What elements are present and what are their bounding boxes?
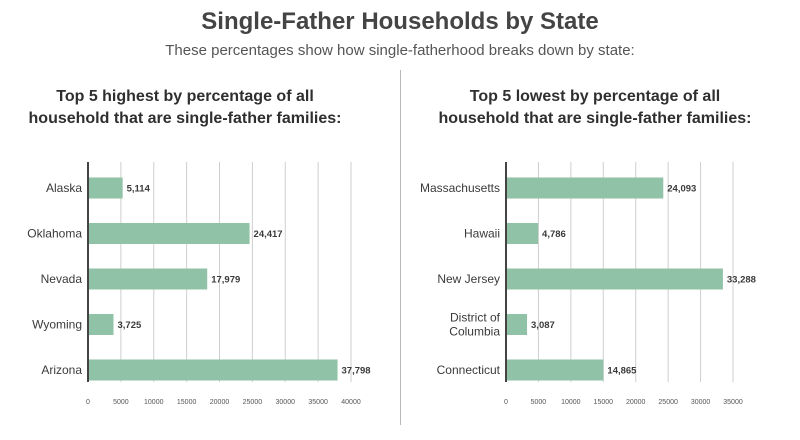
bar — [507, 359, 604, 381]
x-tick-label: 0 — [86, 399, 90, 406]
x-tick-label: 10000 — [144, 399, 164, 406]
x-tick-label: 30000 — [691, 399, 711, 406]
right-heading-line-2: household that are single-father familie… — [438, 110, 752, 127]
data-label: 33,288 — [727, 275, 756, 286]
x-tick-label: 10000 — [561, 399, 581, 406]
category-label: Wyoming — [32, 318, 82, 332]
data-label: 24,093 — [667, 184, 696, 195]
right-panel-heading: Top 5 lowest by percentage of all househ… — [415, 86, 775, 130]
category-label: Hawaii — [464, 227, 500, 241]
panel-divider — [400, 70, 401, 425]
bar — [507, 314, 528, 335]
bar — [89, 177, 123, 199]
category-label: District of Columbia — [449, 311, 500, 339]
x-tick-label: 35000 — [308, 399, 328, 406]
data-label: 5,114 — [127, 184, 151, 195]
data-label: 37,798 — [342, 366, 371, 377]
x-tick-label: 15000 — [177, 399, 197, 406]
category-label: Alaska — [46, 181, 82, 195]
bar — [507, 177, 664, 199]
left-bar-chart: 0 5000 10000 15000 20000 25000 30000 35000 40000… — [27, 162, 371, 406]
bar — [507, 223, 539, 244]
data-label: 3,725 — [117, 320, 141, 331]
bar — [89, 359, 338, 381]
x-tick-label: 5000 — [113, 399, 129, 406]
x-tick-label: 35000 — [723, 399, 743, 406]
x-tick-label: 0 — [504, 399, 508, 406]
left-heading-line-2: household that are single-father familie… — [28, 110, 342, 127]
left-heading-line-1: Top 5 highest by percentage of all — [56, 88, 314, 105]
x-tick-label: 25000 — [658, 399, 678, 406]
x-tick-label: 40000 — [341, 399, 361, 406]
x-tick-label: 25000 — [243, 399, 263, 406]
x-tick-label: 30000 — [276, 399, 296, 406]
data-label: 17,979 — [211, 275, 240, 286]
category-label: Arizona — [41, 363, 82, 377]
left-panel-heading: Top 5 highest by percentage of all house… — [5, 86, 365, 130]
bar — [507, 268, 723, 290]
category-label: Nevada — [41, 272, 83, 286]
category-label: Connecticut — [437, 363, 501, 377]
bar — [89, 268, 208, 290]
bar — [89, 223, 250, 244]
chart-title: Single-Father Households by State — [201, 8, 599, 35]
right-bar-chart: 0 5000 10000 15000 20000 25000 30000 35000 24,09… — [420, 162, 756, 406]
data-label: 3,087 — [531, 320, 555, 331]
right-heading-line-1: Top 5 lowest by percentage of all — [469, 88, 721, 105]
category-label: Oklahoma — [27, 227, 82, 241]
category-label: New Jersey — [437, 272, 500, 286]
data-label: 14,865 — [607, 366, 637, 377]
x-tick-label: 5000 — [531, 399, 547, 406]
x-tick-label: 15000 — [594, 399, 614, 406]
chart-subtitle: These percentages show how single-father… — [165, 42, 635, 59]
x-tick-label: 20000 — [626, 399, 646, 406]
data-label: 24,417 — [254, 229, 283, 240]
data-label: 4,786 — [542, 229, 566, 240]
bar — [89, 314, 114, 335]
category-label: Massachusetts — [420, 181, 500, 195]
x-tick-label: 20000 — [210, 399, 230, 406]
